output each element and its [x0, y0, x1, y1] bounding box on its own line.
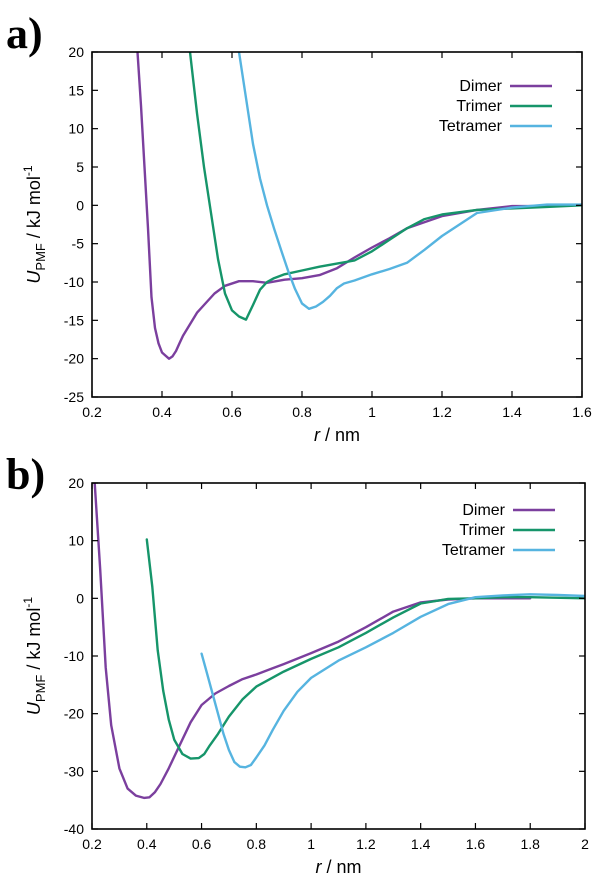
x-tick-label: 1.4: [411, 836, 431, 852]
y-tick-label: -20: [64, 706, 84, 722]
y-tick-label: 0: [76, 590, 84, 606]
x-tick-label: 1: [307, 836, 315, 852]
pmf-chart-a: 0.2 0.4 0.6 0.8 1 1.2 1.4 1.6 -25 -20 -15 -10 -5 0 5 10…: [21, 44, 592, 445]
x-tick-label: 0.2: [82, 836, 102, 852]
y-tick-label: -25: [64, 389, 84, 405]
y-axis-label-sub: PMF: [33, 243, 48, 271]
y-tick-label: 0: [76, 197, 84, 213]
y-tick-label: -5: [72, 236, 85, 252]
y-axis-label-sup: -1: [21, 597, 35, 608]
x-axis-label-var: r: [314, 425, 321, 445]
panel-label-b: b): [6, 450, 46, 499]
plot-frame: [91, 51, 583, 398]
series-line-dimer: [93, 483, 532, 800]
y-axis-label-var: U: [24, 701, 44, 715]
x-tick-label: 0.4: [137, 836, 157, 852]
legend-label-tetramer: Tetramer: [439, 118, 503, 135]
y-tick-label: -20: [64, 351, 84, 367]
y-tick-label: 15: [68, 82, 84, 98]
x-tick-label: 0.8: [247, 836, 267, 852]
legend-label-dimer: Dimer: [459, 78, 502, 95]
panel-b: b) 0.2 0.4 0.6 0.8 1 1.2 1.4 1.6 1.8 2 -40 -30 -20 -1…: [0, 439, 596, 878]
x-tick-label: 0.6: [222, 404, 242, 420]
x-tick-label: 1.8: [520, 836, 540, 852]
x-tick-label: 1: [368, 404, 376, 420]
x-tick-label: 2: [581, 836, 589, 852]
y-axis-label-unit: / kJ mol: [24, 176, 44, 243]
x-axis-label-unit: / nm: [320, 425, 360, 445]
legend-label-trimer: Trimer: [456, 98, 502, 115]
x-axis-label: r / nm: [315, 857, 361, 877]
x-tick-label: 0.8: [292, 404, 312, 420]
y-tick-label: -30: [64, 763, 84, 779]
series-lines: [93, 483, 585, 800]
x-axis-label-unit: / nm: [321, 857, 361, 877]
legend-label-dimer: Dimer: [462, 502, 505, 519]
y-tick-label: 5: [76, 159, 84, 175]
plot-frame: [91, 482, 586, 830]
series-line-trimer: [188, 52, 582, 321]
y-tick-label: -10: [64, 274, 84, 290]
y-axis-label-var: U: [24, 270, 44, 284]
x-tick-label: 0.2: [82, 404, 102, 420]
pmf-chart-b: 0.2 0.4 0.6 0.8 1 1.2 1.4 1.6 1.8 2 -40 -30 -20 -10 0 1…: [21, 475, 589, 877]
y-axis-label: UPMF / kJ mol-1: [21, 597, 48, 715]
x-axis-label: r / nm: [314, 425, 360, 445]
y-tick-label: 20: [68, 475, 84, 491]
legend-label-trimer: Trimer: [459, 522, 505, 539]
x-tick-label: 0.4: [152, 404, 172, 420]
panel-a: a) 0.2 0.4 0.6 0.8 1 1.2 1.4 1.6 -25 -20 -15 -10 -5 0…: [6, 9, 592, 446]
y-tick-label: 10: [68, 121, 84, 137]
series-line-tetramer: [237, 52, 582, 310]
series-line-dimer: [136, 52, 582, 360]
y-tick-label: 20: [68, 44, 84, 60]
x-tick-label: 1.2: [356, 836, 376, 852]
series-line-tetramer: [200, 593, 585, 769]
panel-label-a: a): [6, 9, 43, 58]
legend-label-tetramer: Tetramer: [442, 542, 506, 559]
x-tick-label: 1.6: [572, 404, 592, 420]
x-tick-label: 1.2: [432, 404, 452, 420]
x-axis-label-var: r: [315, 857, 322, 877]
y-tick-label: -15: [64, 312, 84, 328]
y-axis-label-sup: -1: [21, 165, 35, 176]
y-axis-label: UPMF / kJ mol-1: [21, 165, 48, 283]
series-lines: [136, 52, 582, 360]
x-tick-label: 0.6: [192, 836, 212, 852]
y-tick-label: -40: [64, 821, 84, 837]
series-line-trimer: [145, 538, 585, 760]
y-axis-label-unit: / kJ mol: [24, 608, 44, 675]
y-axis-label-sub: PMF: [33, 675, 48, 703]
y-tick-label: -10: [64, 648, 84, 664]
y-tick-label: 10: [68, 533, 84, 549]
x-tick-label: 1.4: [502, 404, 522, 420]
x-tick-label: 1.6: [466, 836, 486, 852]
